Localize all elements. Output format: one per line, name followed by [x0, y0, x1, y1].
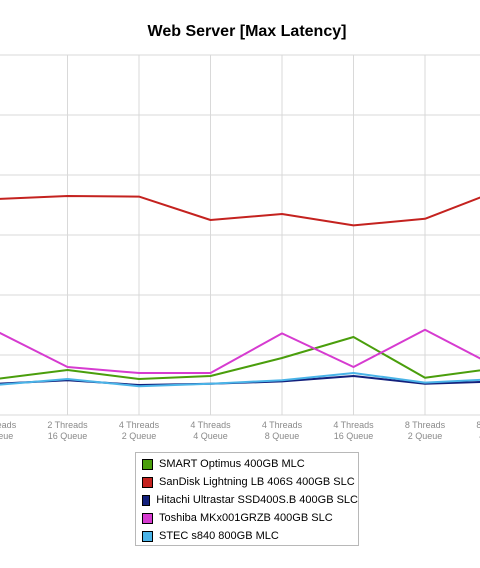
x-tick-label: 4 Threads	[0, 420, 17, 430]
legend-item: Toshiba MKx001GRZB 400GB SLC	[136, 509, 358, 527]
series-line	[0, 336, 480, 380]
legend-item: Hitachi Ultrastar SSD400S.B 400GB SLC	[136, 491, 358, 509]
legend-label: Toshiba MKx001GRZB 400GB SLC	[159, 512, 333, 524]
x-tick-label: 8 Queue	[265, 431, 300, 441]
legend-label: SMART Optimus 400GB MLC	[159, 458, 305, 470]
series-line	[0, 328, 480, 374]
legend-swatch	[142, 476, 153, 488]
x-tick-label: 2 Threads	[47, 420, 88, 430]
x-tick-label: 2 Queue	[408, 431, 443, 441]
legend-item: STEC s840 800GB MLC	[136, 527, 358, 545]
x-tick-label: 16 Queue	[48, 431, 88, 441]
x-tick-label: 4 Threads	[262, 420, 303, 430]
legend-label: SanDisk Lightning LB 406S 400GB SLC	[159, 476, 355, 488]
legend-item: SMART Optimus 400GB MLC	[136, 455, 358, 473]
x-tick-label: 2 Queue	[0, 431, 13, 441]
x-tick-label: 16 Queue	[334, 431, 374, 441]
x-tick-label: 4 Threads	[190, 420, 231, 430]
legend-label: STEC s840 800GB MLC	[159, 530, 279, 542]
legend-swatch	[142, 458, 153, 470]
legend-swatch	[142, 494, 151, 506]
series-lines	[0, 195, 480, 388]
series-line	[0, 372, 480, 388]
legend-label: Hitachi Ultrastar SSD400S.B 400GB SLC	[156, 494, 358, 506]
gridlines	[0, 54, 480, 416]
x-tick-label: 8 Threads	[476, 420, 480, 430]
x-tick-label: 8 Threads	[405, 420, 446, 430]
legend-swatch	[142, 512, 153, 524]
series-line	[0, 195, 480, 227]
x-tick-label: 2 Queue	[122, 431, 157, 441]
legend-swatch	[142, 530, 153, 542]
chart-title: Web Server [Max Latency]	[148, 23, 347, 40]
legend-item: SanDisk Lightning LB 406S 400GB SLC	[136, 473, 358, 491]
legend: SMART Optimus 400GB MLC SanDisk Lightning…	[135, 452, 359, 546]
x-tick-label: 4 Threads	[119, 420, 160, 430]
x-tick-label: 4 Queue	[193, 431, 228, 441]
x-tick-label: 4 Threads	[333, 420, 374, 430]
